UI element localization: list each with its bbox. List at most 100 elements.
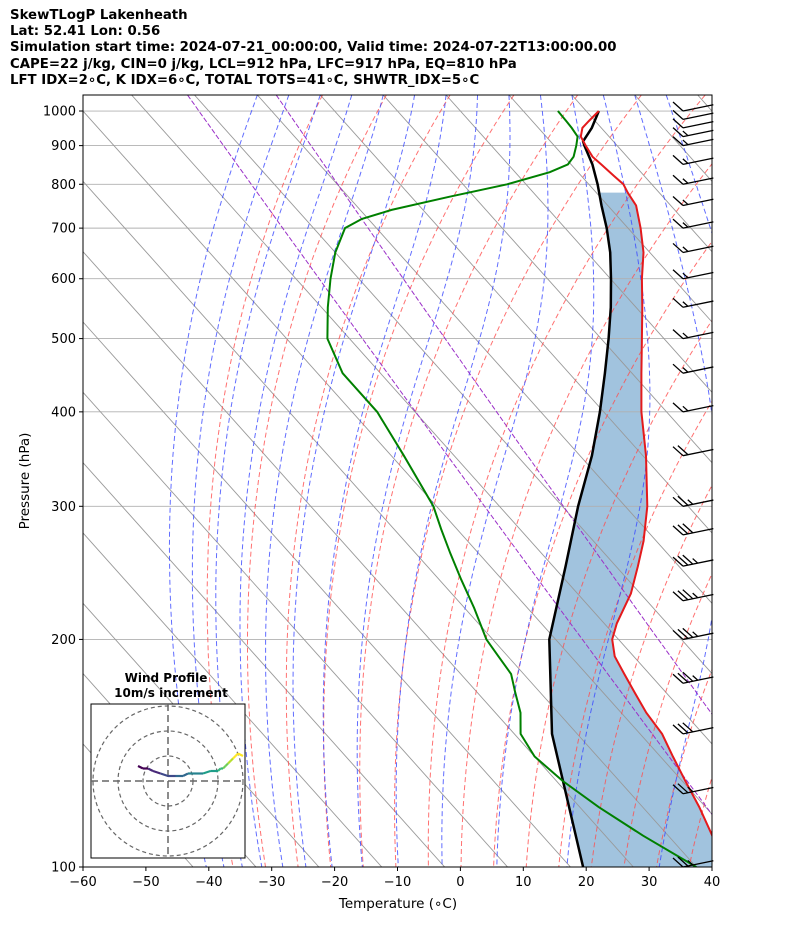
- barb-shaft: [682, 499, 714, 507]
- y-tick-label: 200: [51, 633, 76, 648]
- wind-barb: [672, 856, 714, 868]
- station-title: SkewTLogP Lakenheath: [10, 8, 188, 23]
- hodograph-subtitle: 10m/s increment: [114, 686, 228, 700]
- wind-barb: [672, 445, 714, 457]
- barb-half-flag: [682, 178, 689, 184]
- barb-flag: [672, 136, 684, 147]
- wind-barb: [672, 627, 714, 641]
- barb-shaft: [682, 366, 714, 374]
- barb-flag: [682, 722, 694, 733]
- barb-half-flag: [687, 499, 694, 505]
- barb-shaft: [682, 727, 714, 735]
- isotherm-line: [131, 95, 712, 745]
- x-tick-label: 20: [578, 875, 595, 890]
- barb-flag: [677, 783, 689, 794]
- dry-adiabat-line: [359, 95, 579, 867]
- convective-parameters: CAPE=22 j/kg, CIN=0 j/kg, LCL=912 hPa, L…: [10, 56, 517, 72]
- barb-flag: [672, 784, 684, 795]
- wind-barb: [672, 523, 714, 536]
- barb-flag: [672, 218, 684, 229]
- wind-barb: [672, 402, 714, 413]
- y-tick-label: 300: [51, 500, 76, 515]
- barb-half-flag: [682, 405, 689, 412]
- isotherm-line: [83, 391, 508, 867]
- barb-flag: [672, 109, 684, 120]
- x-tick-label: 10: [515, 875, 532, 890]
- moist-adiabat-line: [215, 95, 321, 867]
- barb-flag: [677, 723, 689, 734]
- barb-half-flag: [682, 367, 689, 373]
- barb-flag: [672, 174, 684, 185]
- barb-flag: [677, 856, 689, 867]
- barb-shaft: [682, 221, 714, 229]
- wind-barb: [672, 118, 714, 129]
- wind-barbs: [672, 101, 714, 868]
- barb-flag: [672, 402, 684, 413]
- parcel-profile-line: [548, 110, 613, 867]
- barb-shaft: [682, 559, 714, 567]
- barb-half-flag: [682, 246, 689, 252]
- barb-flag: [677, 628, 689, 639]
- x-tick-label: −60: [69, 875, 96, 890]
- chart-header: SkewTLogP Lakenheath Lat: 52.41 Lon: 0.5…: [10, 8, 617, 89]
- grid-layer: [83, 95, 712, 867]
- wind-barb: [672, 174, 714, 185]
- barb-flag: [672, 269, 684, 280]
- wind-barb: [672, 554, 714, 567]
- barb-half-flag: [687, 859, 694, 866]
- barb-flag: [677, 555, 689, 566]
- barb-flag: [672, 724, 684, 735]
- wind-barb: [672, 363, 714, 374]
- moist-adiabat-line: [395, 95, 511, 867]
- barb-shaft: [682, 245, 714, 254]
- barb-flag: [682, 627, 694, 638]
- barb-flag: [672, 297, 684, 308]
- barb-half-flag: [682, 332, 689, 339]
- dry-adiabat-line: [656, 668, 712, 867]
- barb-flag: [672, 857, 684, 868]
- wind-barb: [672, 218, 714, 229]
- hodograph-trace-segment: [202, 769, 211, 775]
- isotherm-line: [83, 532, 383, 867]
- barb-shaft: [682, 177, 714, 185]
- barb-half-flag: [692, 631, 699, 637]
- hodograph-trace-segment: [229, 757, 234, 762]
- stability-indices: LFT IDX=2∘C, K IDX=6∘C, TOTAL TOTS=41∘C,…: [10, 72, 480, 88]
- dry-adiabat-line: [394, 95, 642, 867]
- barb-half-flag: [682, 130, 689, 137]
- dry-adiabat-line: [525, 319, 712, 867]
- x-tick-label: −10: [384, 875, 411, 890]
- hodograph-trace-segment: [227, 760, 232, 765]
- wind-barb: [672, 671, 714, 684]
- wind-barb: [672, 783, 714, 795]
- x-tick-label: −20: [321, 875, 348, 890]
- temperature-profile-line: [579, 110, 712, 839]
- wind-barb: [672, 269, 714, 280]
- barb-half-flag: [682, 272, 689, 279]
- wind-barb: [672, 136, 714, 147]
- barb-shaft: [682, 404, 714, 413]
- barb-flag: [672, 118, 684, 129]
- isotherm-line: [194, 95, 712, 675]
- profile-layer: [326, 110, 712, 867]
- barb-half-flag: [682, 301, 689, 307]
- location-coordinates: Lat: 52.41 Lon: 0.56: [10, 24, 161, 40]
- isotherm-line: [83, 180, 697, 867]
- barb-half-flag: [692, 558, 699, 564]
- isotherm-line: [83, 321, 571, 867]
- barb-flag: [672, 329, 684, 340]
- wind-barb: [672, 495, 714, 507]
- barb-flag: [682, 589, 694, 600]
- moist-adiabat-line: [168, 95, 258, 867]
- wind-barb: [672, 722, 714, 735]
- hodograph-plot: [91, 704, 245, 858]
- wind-barb: [672, 242, 714, 254]
- barb-shaft: [682, 300, 714, 308]
- barb-half-flag: [682, 139, 689, 146]
- hodograph-trace-segment: [224, 762, 229, 767]
- barb-shaft: [682, 112, 714, 120]
- moist-adiabat-line: [665, 95, 712, 235]
- barb-flag: [672, 101, 684, 112]
- hodograph-trace-segment: [147, 767, 154, 772]
- barb-flag: [672, 363, 684, 374]
